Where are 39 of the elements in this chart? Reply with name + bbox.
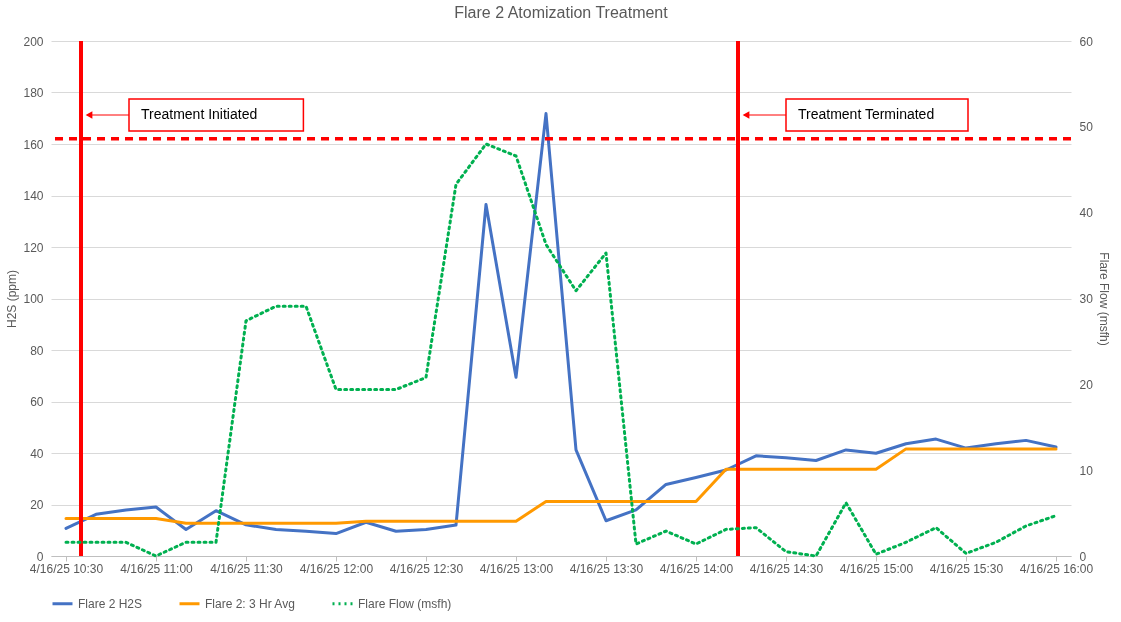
legend-label: Flare 2 H2S bbox=[78, 596, 143, 611]
x-tick-label: 4/16/25 12:30 bbox=[389, 561, 464, 576]
x-tick-label: 4/16/25 15:00 bbox=[839, 561, 914, 576]
x-tick-label: 4/16/25 14:00 bbox=[659, 561, 734, 576]
x-tick-label: 4/16/25 13:00 bbox=[479, 561, 554, 576]
legend-label: Flare 2: 3 Hr Avg bbox=[205, 596, 295, 611]
y-tick-label: 160 bbox=[23, 137, 44, 152]
x-tick-label: 4/16/25 11:00 bbox=[120, 561, 194, 576]
ref-line-label: Treatment Initiated bbox=[141, 106, 258, 122]
x-tick-label: 4/16/25 12:00 bbox=[299, 561, 374, 576]
x-tick-label: 4/16/25 16:00 bbox=[1019, 561, 1094, 576]
ref-line-label: Treatment Terminated bbox=[798, 106, 935, 122]
y-tick-label: 100 bbox=[23, 292, 44, 306]
y2-tick-label: 10 bbox=[1079, 463, 1094, 478]
x-tick-label: 4/16/25 14:30 bbox=[749, 561, 824, 576]
y2-axis-title: Flare Flow (msfh) bbox=[1096, 252, 1111, 346]
y-tick-label: 20 bbox=[30, 498, 44, 512]
y-tick-label: 200 bbox=[23, 34, 44, 49]
y-tick-label: 40 bbox=[30, 446, 44, 461]
chart-title: Flare 2 Atomization Treatment bbox=[454, 4, 669, 21]
y2-tick-label: 30 bbox=[1079, 292, 1094, 306]
y2-tick-label: 40 bbox=[1079, 206, 1094, 221]
y-axis-title: H2S (ppm) bbox=[5, 269, 20, 329]
x-tick-label: 4/16/25 15:30 bbox=[929, 561, 1004, 576]
y2-tick-label: 0 bbox=[1079, 549, 1087, 564]
y2-tick-label: 50 bbox=[1079, 120, 1094, 135]
y2-tick-label: 20 bbox=[1079, 377, 1094, 392]
x-tick-label: 4/16/25 13:30 bbox=[569, 561, 644, 576]
y-tick-label: 0 bbox=[36, 549, 44, 564]
y-tick-label: 80 bbox=[30, 343, 44, 358]
y2-tick-label: 60 bbox=[1079, 34, 1094, 49]
y-tick-label: 60 bbox=[30, 395, 44, 409]
x-tick-label: 4/16/25 10:30 bbox=[29, 561, 104, 576]
y-tick-label: 180 bbox=[23, 86, 44, 100]
y-tick-label: 120 bbox=[23, 240, 44, 255]
x-tick-label: 4/16/25 11:30 bbox=[210, 561, 284, 576]
y-tick-label: 140 bbox=[23, 189, 44, 203]
legend-label: Flare Flow (msfh) bbox=[358, 596, 452, 611]
line-series bbox=[64, 447, 1058, 525]
